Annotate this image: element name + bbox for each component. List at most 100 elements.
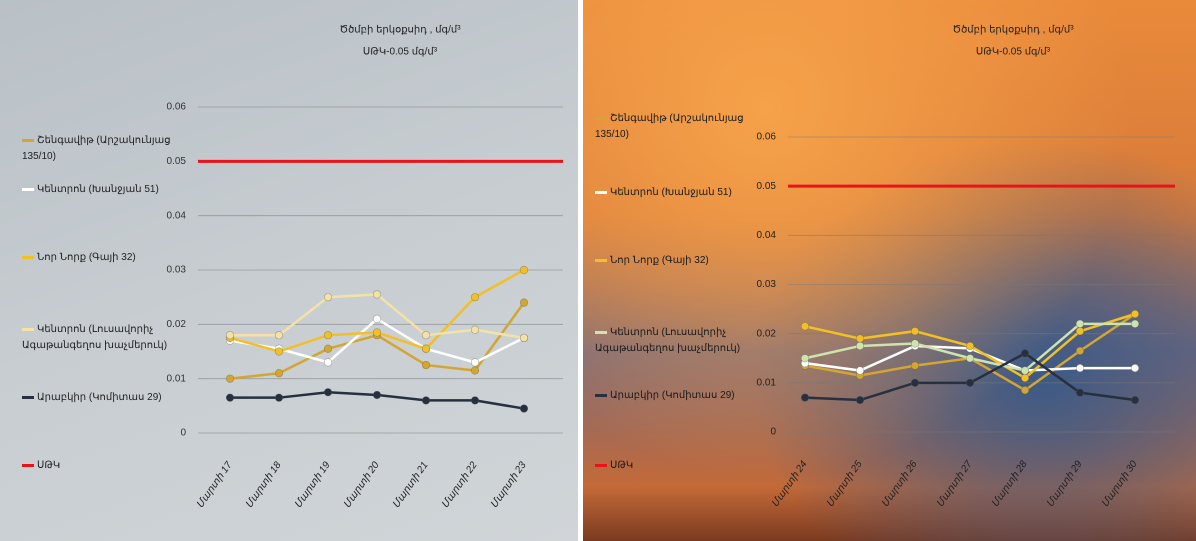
legend-swatch: [595, 190, 607, 194]
legend-label: Արաբկիր (Կոմիտաս 29): [610, 390, 735, 401]
point: [470, 358, 480, 367]
y-tick-label: 0: [770, 427, 776, 438]
legend-label: Կենտրոն (Լուսավորիչ Ագաթանգեղոս խաչմերու…: [22, 324, 168, 351]
legend-swatch: [22, 463, 34, 467]
point: [421, 344, 431, 353]
legend-label: ՍԹԿ: [610, 460, 634, 471]
point: [910, 339, 920, 348]
series-line: [229, 301, 526, 380]
legend-swatch: [22, 138, 34, 142]
legend-swatch: [595, 330, 607, 334]
legend-label: Շենգավիթ (Արշակունյաց 135/10): [22, 135, 171, 162]
legend-item: Կենտրոն (Խանջյան 51): [595, 185, 745, 201]
x-tick-label: Մարտի 29: [1045, 459, 1085, 510]
legend-item: Նոր Նորք (Գայի 32): [595, 253, 745, 269]
point: [910, 361, 920, 370]
y-tick-label: 0.06: [757, 132, 777, 143]
x-tick-label: Մարտի 19: [293, 460, 333, 511]
point: [1020, 373, 1030, 383]
legend-label: Կենտրոն (Խանջյան 51): [37, 184, 159, 195]
legend-swatch: [595, 116, 607, 120]
legend-label: Կենտրոն (Խանջյան 51): [610, 187, 732, 198]
point: [1130, 309, 1140, 319]
x-tick-label: Մարտի 20: [342, 460, 382, 511]
y-tick-label: 0.03: [757, 279, 777, 290]
point: [323, 344, 333, 353]
point: [1075, 319, 1085, 328]
point: [800, 393, 810, 402]
point: [323, 331, 333, 340]
legend-swatch: [595, 258, 607, 262]
point: [965, 354, 975, 363]
point: [372, 390, 382, 400]
x-tick-label: Մարտի 21: [391, 460, 431, 511]
x-tick-label: Մարտի 18: [244, 460, 284, 511]
point: [470, 366, 480, 375]
x-tick-label: Մարտի 22: [440, 460, 480, 511]
legend-label: Կենտրոն (Լուսավորիչ Ագաթանգեղոս խաչմերու…: [595, 327, 741, 354]
y-tick-label: 0.04: [757, 230, 777, 241]
legend-item: ՍԹԿ: [595, 458, 745, 474]
legend-item: Արաբկիր (Կոմիտաս 29): [595, 388, 745, 404]
x-tick-label: Մարտի 17: [195, 460, 235, 511]
legend-item: Կենտրոն (Խանջյան 51): [22, 182, 172, 198]
point: [470, 325, 480, 334]
legend-swatch: [22, 395, 34, 399]
point: [519, 333, 529, 343]
x-tick-label: Մարտի 23: [489, 460, 529, 511]
legend-swatch: [22, 327, 34, 331]
chart-title: Ծծմբի երկօքսիդ , մգ/մ³: [952, 25, 1074, 36]
point: [519, 404, 529, 413]
x-tick-label: Մարտի 24: [770, 459, 810, 510]
point: [1075, 388, 1085, 397]
chart-panel: Ծծմբի երկօքսիդ , մգ/մ³ ՍԹԿ-0.05 մգ/մ³ 0 0.0…: [583, 0, 1196, 541]
legend-label: ՍԹԿ: [37, 460, 61, 471]
legend-item: Կենտրոն (Լուսավորիչ Ագաթանգեղոս խաչմերու…: [595, 325, 745, 357]
point: [1130, 363, 1140, 373]
legend-item: Շենգավիթ (Արշակունյաց 135/10): [595, 111, 745, 143]
x-tick-label: Մարտի 30: [1100, 459, 1140, 510]
legend-label: Արաբկիր (Կոմիտաս 29): [37, 392, 162, 403]
point: [274, 393, 284, 402]
point: [519, 265, 529, 275]
point: [421, 360, 431, 370]
chart: Ծծմբի երկօքսիդ , մգ/մ³ ՍԹԿ-0.05 մգ/մ³ 0 0.0…: [757, 25, 1175, 510]
point: [855, 341, 865, 351]
point: [1130, 319, 1140, 328]
point: [965, 341, 975, 351]
point: [274, 369, 284, 378]
legend-item: Կենտրոն (Լուսավորիչ Ագաթանգեղոս խաչմերու…: [22, 322, 172, 354]
point: [910, 378, 920, 387]
point: [1075, 346, 1085, 355]
point: [372, 290, 382, 299]
point: [323, 293, 333, 302]
point: [274, 347, 284, 356]
point: [1020, 349, 1030, 358]
point: [855, 334, 865, 343]
chart-panel: Ծծմբի երկօքսիդ , մգ/մ³ ՍԹԿ-0.05 մգ/մ³ 0 0.0…: [0, 0, 578, 541]
y-tick-label: 0.01: [757, 377, 777, 388]
point: [274, 331, 284, 340]
x-tick-label: Մարտի 27: [935, 459, 975, 510]
series-line: [229, 317, 525, 364]
chart-subtitle: ՍԹԿ-0.05 մգ/մ³: [976, 47, 1051, 58]
point: [470, 293, 480, 302]
point: [1130, 395, 1140, 405]
legend-item: Արաբկիր (Կոմիտաս 29): [22, 390, 172, 406]
legend-item: Շենգավիթ (Արշակունյաց 135/10): [22, 133, 172, 165]
chart: Ծծմբի երկօքսիդ , մգ/մ³ ՍԹԿ-0.05 մգ/մ³ 0 0.0…: [167, 25, 563, 511]
point: [372, 328, 382, 337]
x-tick-label: Մարտի 25: [825, 459, 865, 510]
point: [800, 322, 810, 331]
point: [1075, 363, 1085, 373]
point: [910, 327, 920, 336]
point: [421, 396, 431, 405]
y-tick-label: 0.03: [167, 265, 187, 276]
point: [421, 331, 431, 340]
legend-item: ՍԹԿ: [22, 458, 172, 474]
chart-title: Ծծմբի երկօքսիդ , մգ/մ³: [339, 25, 461, 36]
point: [519, 298, 529, 307]
y-tick-label: 0.04: [167, 210, 187, 221]
legend-swatch: [595, 393, 607, 397]
legend-item: Նոր Նորք (Գայի 32): [22, 250, 172, 266]
